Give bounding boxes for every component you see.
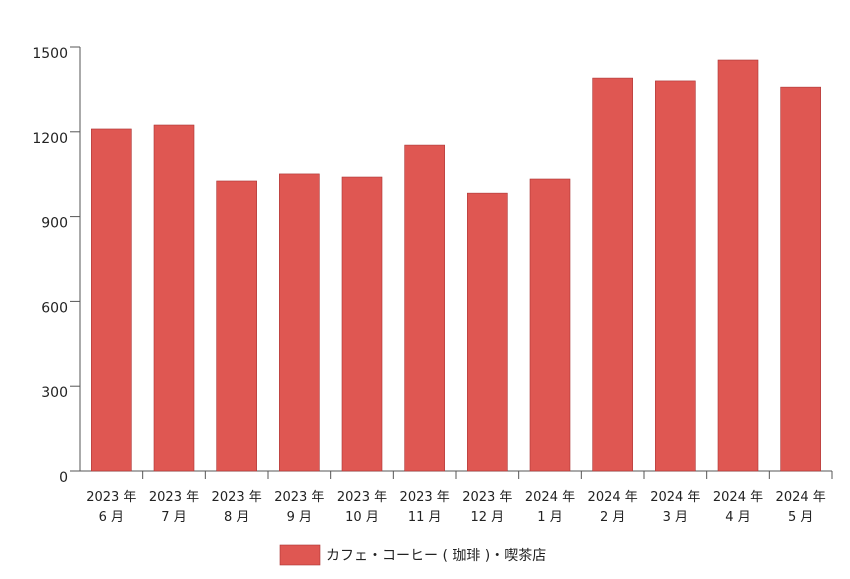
y-tick-label: 1500 [32,46,68,62]
bar [216,180,257,472]
x-tick-label: 2024 年 4 月 [712,490,764,525]
bar [91,128,132,472]
bar [717,59,759,472]
x-tick-label: 2023 年 7 月 [148,490,200,525]
x-tick-label: 2024 年 2 月 [587,490,638,525]
bar [780,86,821,472]
x-tick-label: 2024 年 1 月 [524,490,576,525]
y-tick-label: 600 [41,300,68,316]
bar [341,176,383,472]
y-tick-label: 1200 [32,131,68,147]
x-tick-label: 2023 年 10 月 [336,490,388,525]
bar [404,144,445,472]
x-tick-label: 2024 年 5 月 [775,490,826,525]
x-tick-label: 2023 年 11 月 [399,490,450,525]
x-tick-label: 2023 年 8 月 [211,490,262,525]
bar [153,124,195,472]
y-tick-label: 300 [41,385,68,401]
y-tick-label: 900 [41,216,68,232]
bar [467,192,508,472]
bar [279,173,320,472]
x-tick-label: 2023 年 12 月 [462,490,513,525]
bar [592,77,633,472]
x-tick-label: 2023 年 6 月 [86,490,137,525]
bar [655,80,696,472]
legend-swatch [279,544,321,566]
bar [529,178,571,472]
legend-label: カフェ・コーヒー ( 珈琲 )・喫茶店 [326,548,547,564]
x-tick-label: 2023 年 9 月 [274,490,325,525]
y-tick-label: 0 [59,470,68,486]
x-tick-label: 2024 年 3 月 [650,490,701,525]
